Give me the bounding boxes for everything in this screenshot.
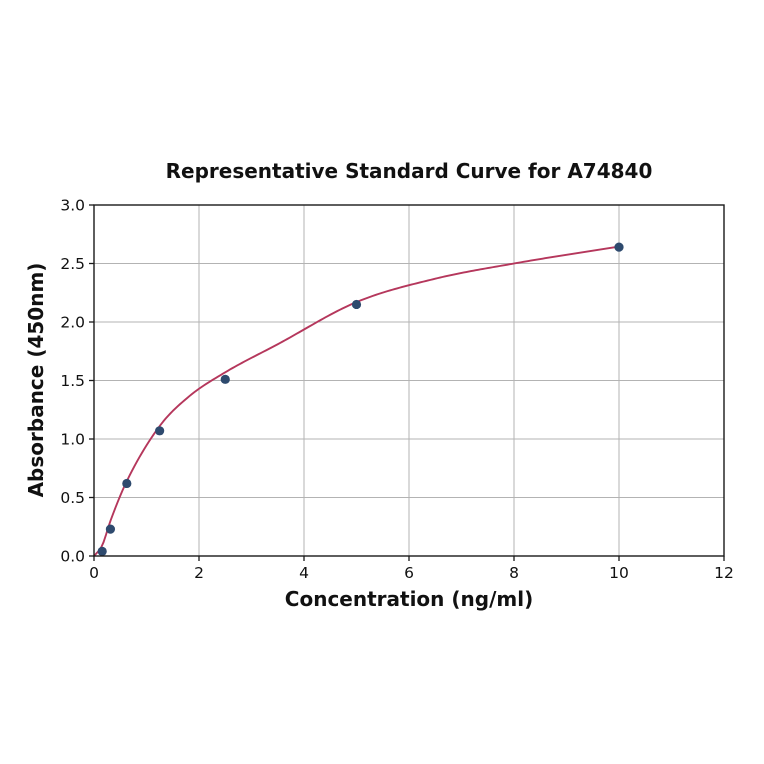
data-point-marker xyxy=(122,478,132,489)
y-tick-label: 2.0 xyxy=(60,314,85,332)
y-tick-label: 3.0 xyxy=(60,197,85,215)
x-tick-label: 2 xyxy=(194,564,204,582)
y-tick-label: 2.5 xyxy=(60,255,85,273)
fitted-curve-line xyxy=(93,245,620,557)
x-tick-label: 4 xyxy=(299,564,309,582)
x-tick-label: 6 xyxy=(404,564,414,582)
data-point-marker xyxy=(97,546,107,556)
x-tick-label: 12 xyxy=(714,564,734,582)
y-tick-label: 1.0 xyxy=(60,431,85,449)
x-tick-label: 8 xyxy=(509,564,519,582)
x-tick-label: 10 xyxy=(609,564,629,582)
x-axis-label: Concentration (ng/ml) xyxy=(284,587,534,611)
data-point-marker xyxy=(614,242,624,252)
y-tick-label: 0.5 xyxy=(60,489,85,507)
data-point-marker xyxy=(155,426,165,436)
y-axis-label: Absorbance (450nm) xyxy=(24,262,48,498)
x-tick-label: 0 xyxy=(89,564,99,582)
data-point-marker xyxy=(351,299,362,310)
chart-title: Representative Standard Curve for A74840 xyxy=(165,159,653,183)
y-tick-label: 0.0 xyxy=(60,548,85,566)
data-point-marker xyxy=(105,524,116,534)
y-tick-label: 1.5 xyxy=(60,372,85,390)
data-point-marker xyxy=(220,374,230,384)
